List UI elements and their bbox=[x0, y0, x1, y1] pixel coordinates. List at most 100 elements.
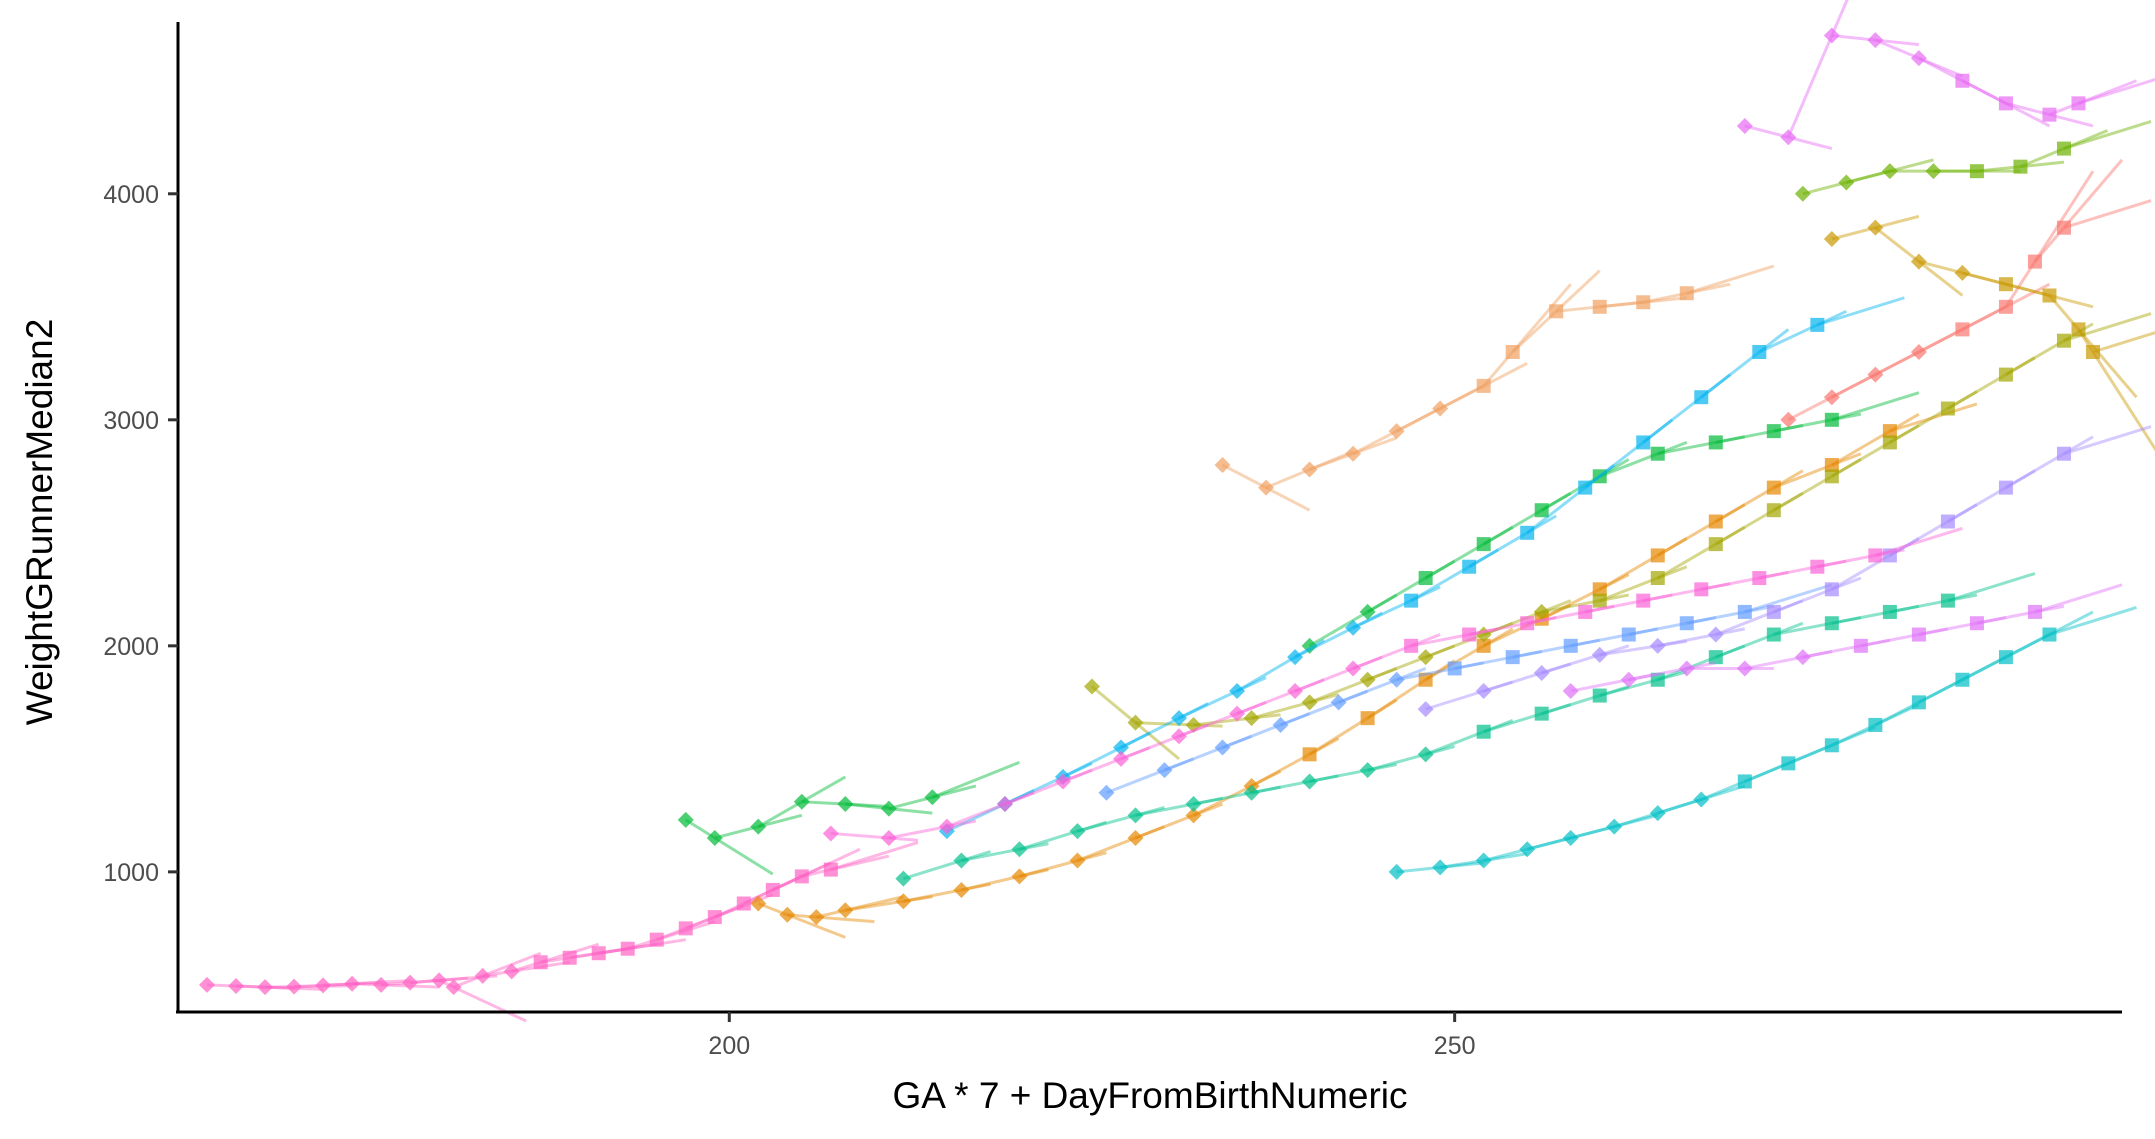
trend-segment bbox=[1236, 678, 1325, 716]
data-point-square bbox=[1766, 503, 1781, 518]
trend-segment bbox=[1105, 757, 1195, 795]
data-point-square bbox=[1462, 559, 1477, 574]
trend-segment bbox=[2048, 79, 2138, 117]
trend-segment bbox=[1512, 638, 1601, 659]
data-point-diamond bbox=[1823, 27, 1840, 44]
trend-segment bbox=[1309, 763, 1397, 783]
trend-segment bbox=[1642, 582, 1731, 603]
data-point-square bbox=[1534, 706, 1549, 721]
data-point-square bbox=[1592, 593, 1607, 608]
data-point-diamond bbox=[1287, 649, 1304, 666]
data-point-diamond bbox=[1185, 716, 1202, 733]
data-point-diamond bbox=[1301, 773, 1318, 790]
data-point-diamond bbox=[1345, 660, 1362, 677]
data-point-square bbox=[1998, 277, 2013, 292]
data-point-diamond bbox=[1388, 423, 1405, 440]
trend-segment bbox=[482, 960, 570, 978]
trend-segment bbox=[1715, 621, 1804, 659]
data-point-square bbox=[1534, 503, 1549, 518]
data-point-square bbox=[1302, 747, 1317, 762]
data-point-diamond bbox=[1707, 626, 1724, 643]
trend-segment bbox=[1773, 412, 1862, 433]
data-point-diamond bbox=[1562, 829, 1579, 846]
trend-segment bbox=[1918, 616, 2007, 637]
trend-segment bbox=[1599, 441, 1688, 478]
data-point-diamond bbox=[822, 825, 839, 842]
data-point-diamond bbox=[706, 829, 723, 846]
x-axis: 200 250 bbox=[176, 1010, 2122, 1060]
data-point-diamond bbox=[1591, 646, 1608, 663]
trend-segment bbox=[1657, 644, 1746, 682]
trend-segment bbox=[1468, 616, 1557, 637]
data-point-square bbox=[1752, 345, 1767, 359]
data-point-diamond bbox=[793, 793, 810, 810]
plot-area bbox=[199, 0, 2155, 1023]
data-point-square bbox=[620, 941, 635, 956]
trend-segment bbox=[1584, 418, 1674, 489]
trend-segment bbox=[1004, 762, 1093, 806]
data-point-diamond bbox=[1823, 389, 1840, 406]
data-point-diamond bbox=[1475, 626, 1492, 643]
data-point-square bbox=[562, 950, 577, 965]
data-point-diamond bbox=[1069, 823, 1086, 840]
trend-segment bbox=[2063, 199, 2152, 230]
data-point-diamond bbox=[1214, 739, 1231, 756]
trend-segment bbox=[1280, 689, 1369, 727]
trend-segment bbox=[2092, 331, 2155, 354]
data-point-diamond bbox=[1301, 461, 1318, 478]
trend-segment bbox=[1889, 390, 1978, 444]
data-point-diamond bbox=[1606, 818, 1623, 835]
trend-segment bbox=[1773, 458, 1862, 512]
trend-segment bbox=[1482, 283, 1572, 387]
data-point-square bbox=[1998, 299, 2013, 314]
trend-segment bbox=[2078, 77, 2155, 105]
data-point-square bbox=[2042, 107, 2057, 122]
data-point-square bbox=[1911, 627, 1926, 642]
trend-segment bbox=[1889, 593, 1978, 614]
x-tick-label: 200 bbox=[708, 1032, 750, 1060]
trend-segment bbox=[2063, 120, 2152, 151]
data-point-diamond bbox=[1910, 50, 1927, 67]
trend-segment bbox=[1874, 526, 1963, 557]
trend-segment bbox=[1816, 296, 1905, 327]
trend-segment bbox=[1410, 627, 1499, 648]
data-point-diamond bbox=[837, 796, 854, 813]
trend-segment bbox=[1817, 548, 1905, 569]
data-point-square bbox=[1578, 604, 1593, 619]
trend-segment bbox=[1178, 700, 1267, 738]
trend-segment bbox=[1599, 565, 1688, 603]
data-series bbox=[1083, 312, 2152, 761]
trend-segment bbox=[1759, 559, 1847, 580]
data-point-diamond bbox=[1867, 366, 1884, 383]
data-point-square bbox=[1636, 295, 1651, 310]
y-tick-label: 1000 bbox=[103, 859, 159, 887]
trend-segment bbox=[1628, 616, 1717, 637]
data-series bbox=[1823, 214, 2155, 452]
data-point-square bbox=[2013, 159, 2028, 174]
data-point-square bbox=[1882, 424, 1897, 439]
data-point-diamond bbox=[953, 852, 970, 869]
data-point-square bbox=[1824, 458, 1839, 473]
data-point-square bbox=[1592, 469, 1607, 484]
data-series bbox=[938, 296, 1905, 840]
trend-segment bbox=[961, 868, 1049, 892]
data-point-diamond bbox=[924, 789, 941, 806]
trend-segment bbox=[1338, 667, 1427, 704]
data-point-square bbox=[1766, 604, 1781, 619]
data-point-diamond bbox=[1867, 32, 1884, 49]
data-point-square bbox=[1998, 367, 2013, 382]
data-point-diamond bbox=[996, 796, 1013, 813]
data-point-diamond bbox=[880, 829, 897, 846]
trend-segment bbox=[1715, 469, 1804, 523]
trend-segment bbox=[1570, 627, 1659, 648]
trend-segment bbox=[1062, 731, 1151, 779]
data-point-square bbox=[1520, 616, 1535, 631]
data-point-diamond bbox=[1823, 230, 1840, 247]
data-series bbox=[1780, 158, 2152, 428]
trend-segment bbox=[2034, 583, 2123, 614]
data-point-square bbox=[1940, 514, 1955, 529]
trend-segment bbox=[1526, 604, 1615, 625]
data-point-square bbox=[1708, 537, 1723, 552]
data-point-square bbox=[794, 869, 809, 884]
data-point-square bbox=[1418, 571, 1433, 586]
